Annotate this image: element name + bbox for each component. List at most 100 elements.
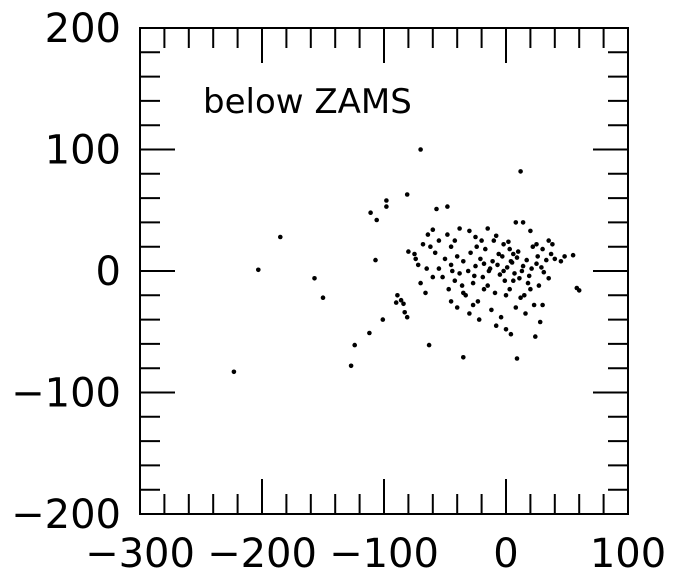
data-point: [476, 317, 482, 322]
data-point: [507, 286, 512, 292]
data-point: [425, 232, 431, 237]
data-point: [562, 254, 567, 259]
data-point: [475, 299, 481, 304]
data-point: [534, 242, 539, 247]
data-point: [450, 268, 455, 274]
data-point: [374, 217, 380, 223]
data-point: [401, 301, 406, 307]
data-point: [497, 272, 503, 277]
data-point: [467, 228, 472, 234]
data-point: [540, 302, 545, 308]
data-point: [481, 286, 487, 292]
data-point: [541, 269, 547, 275]
data-point: [412, 251, 417, 257]
data-point: [468, 250, 473, 256]
data-point: [523, 311, 528, 316]
data-point: [423, 290, 428, 296]
data-point: [548, 251, 554, 257]
data-point: [485, 283, 491, 288]
data-point: [436, 238, 442, 243]
data-point: [352, 342, 358, 348]
data-point: [479, 238, 484, 243]
data-point: [524, 257, 529, 263]
data-point: [540, 246, 545, 252]
data-point: [508, 259, 514, 264]
data-point: [457, 271, 462, 276]
data-point: [514, 356, 520, 361]
data-point: [493, 323, 499, 329]
data-point: [467, 311, 472, 316]
data-point: [529, 266, 534, 271]
data-point: [498, 314, 504, 320]
data-point: [459, 283, 465, 288]
data-point: [404, 192, 410, 197]
data-point: [520, 263, 526, 269]
data-point: [526, 273, 532, 279]
data-point: [432, 250, 438, 256]
data-point: [511, 278, 516, 284]
data-point: [367, 330, 372, 336]
data-point: [255, 267, 261, 273]
x-tick-label: −100: [329, 531, 439, 577]
data-point: [576, 288, 582, 293]
data-point: [440, 274, 445, 280]
data-point: [544, 257, 549, 263]
data-point: [493, 233, 499, 239]
data-point: [486, 268, 492, 274]
data-point: [368, 210, 373, 215]
data-point: [445, 204, 450, 209]
x-tick-label: 100: [590, 531, 666, 577]
y-tick-label: −200: [11, 492, 121, 538]
data-point: [406, 249, 411, 254]
data-point: [278, 234, 283, 240]
data-point: [446, 286, 452, 292]
data-point: [448, 244, 454, 249]
data-point: [402, 310, 408, 315]
data-point: [448, 299, 454, 304]
data-point: [398, 297, 404, 303]
data-points: [231, 147, 582, 375]
data-point: [517, 276, 522, 281]
x-tick-label: −300: [85, 531, 195, 577]
data-point: [501, 268, 506, 274]
data-point: [430, 274, 436, 280]
y-tick-label: 0: [96, 249, 121, 295]
data-point: [448, 262, 454, 268]
data-point: [461, 355, 466, 360]
data-point: [430, 227, 436, 232]
data-point: [534, 261, 539, 267]
data-point: [518, 169, 523, 174]
x-tick-label: −200: [207, 531, 317, 577]
data-point: [500, 254, 505, 259]
data-point: [520, 220, 526, 225]
data-point: [514, 255, 520, 260]
data-point: [485, 226, 491, 231]
y-tick-label: −100: [11, 371, 121, 417]
data-point: [550, 242, 555, 247]
data-point: [491, 238, 497, 243]
data-point: [434, 206, 439, 212]
data-point: [452, 238, 458, 243]
data-point: [492, 290, 498, 296]
data-point: [490, 259, 495, 264]
y-tick-label: 100: [45, 128, 121, 174]
data-point: [415, 262, 421, 268]
data-point: [483, 246, 488, 252]
plot-frame: [139, 27, 629, 515]
y-tick-label: 200: [45, 6, 121, 52]
data-point: [413, 256, 419, 262]
data-point: [348, 363, 354, 369]
data-point: [461, 259, 466, 264]
data-point: [470, 302, 476, 308]
data-point: [445, 232, 450, 237]
data-point: [473, 234, 478, 240]
data-point: [495, 262, 500, 268]
data-point: [522, 293, 527, 298]
data-point: [454, 254, 460, 259]
data-point: [536, 283, 542, 288]
data-point: [428, 244, 433, 249]
data-point: [461, 290, 466, 296]
data-point: [570, 252, 576, 258]
